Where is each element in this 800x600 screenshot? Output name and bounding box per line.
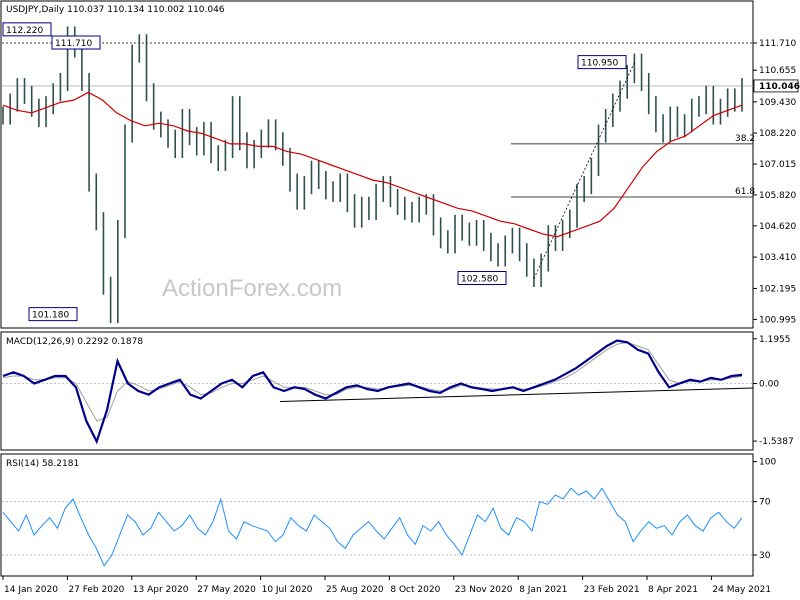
price-y-tick-label: 100.995: [759, 315, 796, 325]
moving-average-line: [2, 91, 743, 238]
macd-trendline: [279, 387, 754, 402]
price-header: USDJPY,Daily 110.037 110.134 110.002 110…: [6, 5, 225, 15]
price-y-tick-label: 111.710: [759, 39, 796, 49]
rsi-y-tick-label: 30: [759, 551, 771, 561]
macd-y-tick-label: -1.5387: [759, 437, 794, 447]
axes-layer: 111.710 110.655 109.430 108.220 107.015 105.8…: [2, 39, 800, 595]
price-y-tick-label: 102.195: [759, 284, 796, 294]
macd-line: [2, 339, 743, 445]
price-layer: 38.2 61.8 112.220 111.710 101.180 110.950 102.…: [2, 22, 755, 324]
x-tick-label: 14 Jan 2020: [4, 585, 58, 595]
x-tick-label: 8 Apr 2021: [648, 585, 698, 595]
x-tick-label: 8 Oct 2020: [390, 585, 440, 595]
rsi-line: [2, 487, 743, 567]
rsi-y-tick-label: 100: [759, 458, 776, 468]
price-y-tick-label: 103.410: [759, 253, 796, 263]
fib-label-61-8: 61.8: [735, 187, 755, 197]
price-y-tick-label: 109.430: [759, 98, 796, 108]
macd-header: MACD(12,26,9) 0.2292 0.1878: [6, 337, 143, 347]
annotation-label: 101.180: [32, 311, 69, 321]
annotation-label: 111.710: [55, 39, 92, 49]
price-y-tick-label: 104.620: [759, 222, 796, 232]
macd-signal-line: [2, 341, 743, 422]
x-tick-label: 10 Jul 2020: [262, 585, 313, 595]
x-tick-label: 27 May 2020: [197, 585, 256, 595]
annotation-label: 112.220: [6, 26, 43, 36]
price-panel-frame: [0, 0, 754, 329]
rsi-header: RSI(14) 58.2181: [6, 459, 79, 469]
annotation-box: [28, 307, 78, 322]
fib-label-38-2: 38.2: [735, 134, 755, 144]
watermark: ActionForex.com: [162, 275, 342, 302]
rsi-panel-frame: [0, 453, 754, 577]
x-tick-label: 24 May 2021: [712, 585, 771, 595]
annotation-label: 102.580: [461, 275, 498, 285]
x-tick-label: 27 Feb 2020: [68, 585, 124, 595]
price-y-tick-label: 105.820: [759, 191, 796, 201]
annotation-box: [577, 55, 627, 70]
price-y-tick-label: 108.220: [759, 129, 796, 139]
price-y-tick-label: 107.015: [759, 160, 796, 170]
annotation-label: 110.950: [581, 59, 618, 69]
macd-y-tick-label: 1.1955: [759, 335, 791, 345]
x-tick-label: 23 Feb 2021: [584, 585, 640, 595]
x-tick-label: 23 Nov 2020: [455, 585, 513, 595]
annotation-box: [51, 35, 101, 50]
rsi-layer: [2, 487, 753, 567]
macd-y-tick-label: 0.00: [759, 380, 779, 390]
price-y-tick-label: 110.655: [759, 66, 796, 76]
x-tick-label: 8 Jan 2021: [519, 585, 567, 595]
annotation-box: [457, 271, 507, 286]
x-tick-label: 25 Aug 2020: [326, 585, 384, 595]
last-price-label: 110.046: [759, 82, 800, 92]
last-price-flag: [753, 79, 799, 93]
annotation-box: [2, 22, 52, 37]
macd-layer: [2, 339, 754, 445]
x-tick-label: 13 Apr 2020: [133, 585, 189, 595]
rsi-y-tick-label: 70: [759, 498, 771, 508]
macd-panel-frame: [0, 331, 754, 451]
